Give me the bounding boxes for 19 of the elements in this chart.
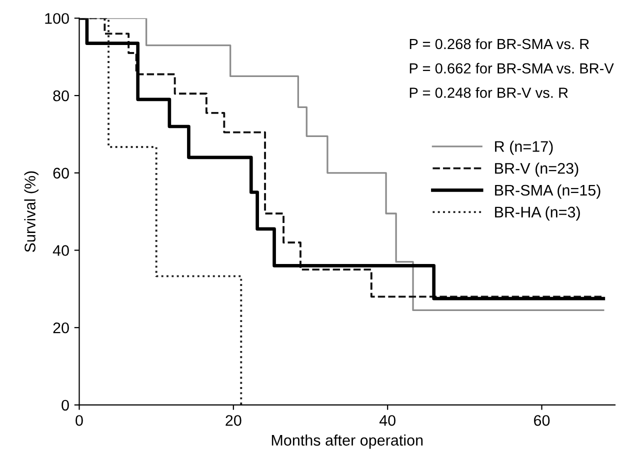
y-axis-title: Survival (%) [24, 171, 38, 252]
x-tick-label: 40 [379, 415, 396, 426]
annotation: P = 0.268 for BR-SMA vs. R [410, 38, 589, 50]
y-tick-label: 80 [53, 90, 69, 102]
x-tick-label: 0 [76, 415, 83, 426]
annotation: P = 0.662 for BR-SMA vs. BR-V [410, 62, 614, 74]
x-tick-label: 60 [534, 415, 550, 426]
x-axis-title: Months after operation [272, 434, 423, 449]
y-tick-label: 20 [53, 322, 69, 334]
legend-label: BR-V (n=23) [495, 162, 578, 177]
annotation: P = 0.248 for BR-V vs. R [410, 87, 568, 98]
legend-label: R (n=17) [495, 140, 553, 155]
y-tick-label: 60 [53, 168, 69, 179]
y-tick-label: 100 [45, 13, 69, 24]
legend-label: BR-SMA (n=15) [495, 184, 600, 199]
x-tick-label: 20 [226, 415, 242, 426]
y-tick-label: 40 [52, 245, 69, 256]
y-tick-label: 0 [62, 400, 69, 411]
legend-label: BR-HA (n=3) [495, 206, 580, 221]
